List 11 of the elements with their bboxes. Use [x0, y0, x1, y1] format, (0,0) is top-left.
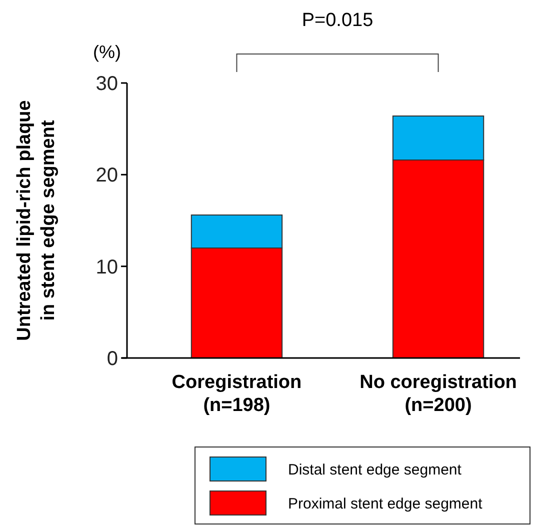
y-tick-label: 0 [106, 348, 118, 370]
y-tick-label: 30 [96, 73, 118, 95]
legend-label: Proximal stent edge segment [288, 495, 484, 512]
text: P=0.015 [302, 10, 374, 31]
y-tick-label: 20 [96, 164, 118, 187]
y-axis-title: Untreated lipid-rich plaque in stent edge segment [14, 100, 59, 341]
x-tick-label: Coregistration (n=198) [172, 372, 302, 416]
y-tick-label: 10 [96, 256, 118, 278]
text: (%) [93, 42, 121, 62]
x-tick-label: No coregistration (n=200) [360, 372, 517, 416]
legend-label: Distal stent edge segment [288, 461, 462, 478]
